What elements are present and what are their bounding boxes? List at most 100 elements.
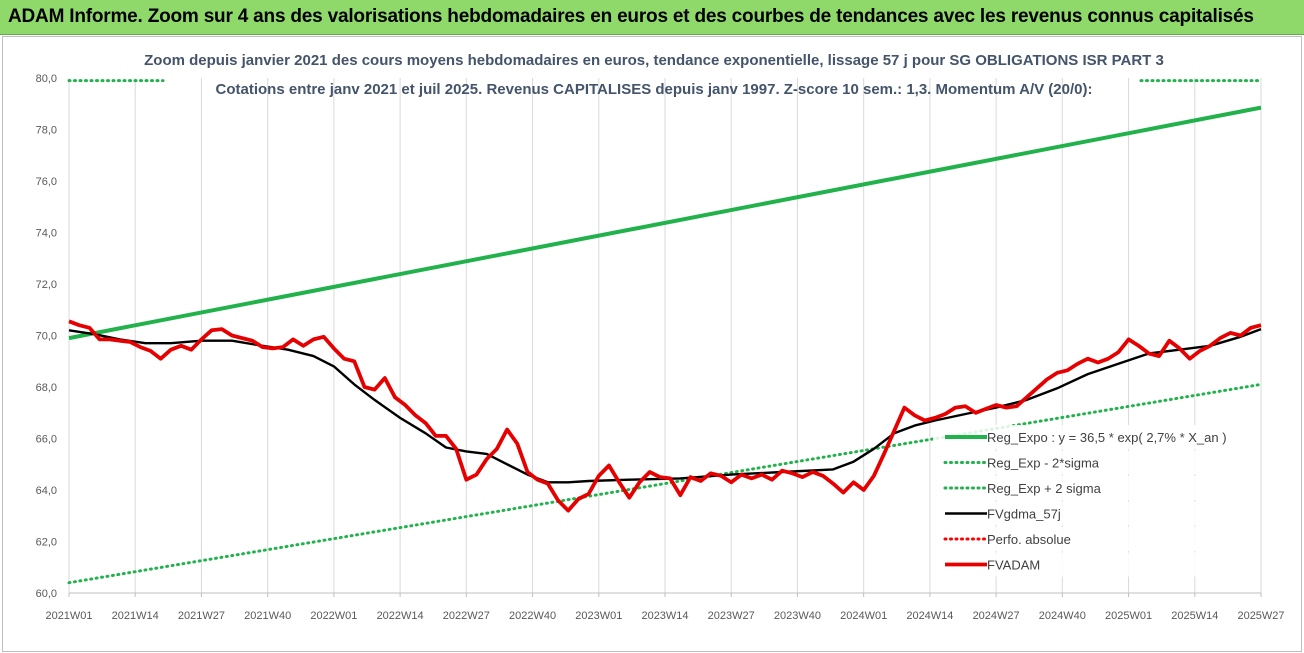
data-point bbox=[68, 321, 69, 322]
data-point bbox=[985, 408, 986, 409]
data-point bbox=[934, 417, 935, 418]
data-point bbox=[934, 420, 935, 421]
y-tick-label: 66,0 bbox=[36, 434, 57, 446]
data-point bbox=[181, 345, 182, 346]
data-point bbox=[680, 478, 681, 479]
data-point bbox=[191, 349, 192, 350]
data-point bbox=[761, 474, 762, 475]
data-point bbox=[486, 459, 487, 460]
data-point bbox=[527, 471, 528, 472]
data-point bbox=[639, 482, 640, 483]
x-tick-label: 2023W27 bbox=[708, 610, 755, 622]
data-point bbox=[883, 453, 884, 454]
data-point bbox=[231, 335, 232, 336]
data-point bbox=[89, 327, 90, 328]
x-tick-label: 2023W14 bbox=[641, 610, 688, 622]
data-point bbox=[690, 477, 691, 478]
data-point bbox=[374, 399, 375, 400]
line-chart: 2021W01 2021W14 2021W27 2021W40 2022W01 2022W… bbox=[36, 52, 1285, 622]
data-point bbox=[782, 470, 783, 471]
legend-label: Reg_Exp + 2 sigma bbox=[987, 481, 1102, 496]
data-point bbox=[619, 482, 620, 483]
chart-title: Zoom depuis janvier 2021 des cours moyen… bbox=[144, 52, 1164, 69]
x-tick-label: 2021W40 bbox=[244, 610, 291, 622]
legend-bg bbox=[933, 476, 1253, 500]
chart-axes: 2021W01 2021W14 2021W27 2021W40 2022W01 2022W… bbox=[36, 73, 1285, 622]
data-point bbox=[79, 325, 80, 326]
data-point bbox=[201, 339, 202, 340]
data-point bbox=[1230, 332, 1231, 333]
data-point bbox=[894, 430, 895, 431]
data-point bbox=[1108, 358, 1109, 359]
data-point bbox=[262, 347, 263, 348]
y-tick-label: 80,0 bbox=[36, 73, 57, 85]
x-tick-label: 2024W40 bbox=[1039, 610, 1086, 622]
legend-bg bbox=[933, 450, 1253, 475]
data-point bbox=[1077, 363, 1078, 364]
data-point bbox=[425, 423, 426, 424]
data-point bbox=[242, 338, 243, 339]
x-tick-label: 2025W27 bbox=[1237, 610, 1284, 622]
x-tick-label: 2024W14 bbox=[906, 610, 953, 622]
data-point bbox=[568, 510, 569, 511]
data-point bbox=[1087, 374, 1088, 375]
data-point bbox=[588, 493, 589, 494]
data-point bbox=[1118, 352, 1119, 353]
data-point bbox=[547, 483, 548, 484]
data-point bbox=[507, 429, 508, 430]
data-point bbox=[833, 469, 834, 470]
data-point bbox=[68, 582, 69, 583]
data-point bbox=[282, 347, 283, 348]
data-point bbox=[1006, 407, 1007, 408]
legend-label: Perfo. absolue bbox=[987, 532, 1071, 547]
data-point bbox=[221, 329, 222, 330]
data-point bbox=[287, 349, 288, 350]
data-point bbox=[374, 389, 375, 390]
report-banner-title: ADAM Informe. Zoom sur 4 ans des valoris… bbox=[8, 6, 1254, 27]
data-point bbox=[99, 339, 100, 340]
data-point bbox=[293, 339, 294, 340]
data-point bbox=[598, 475, 599, 476]
y-tick-label: 62,0 bbox=[36, 537, 57, 549]
data-point bbox=[333, 366, 334, 367]
report-banner: ADAM Informe. Zoom sur 4 ans des valoris… bbox=[0, 0, 1304, 35]
data-point bbox=[1240, 335, 1241, 336]
data-point bbox=[853, 482, 854, 483]
x-tick-label: 2025W14 bbox=[1171, 610, 1218, 622]
data-point bbox=[517, 443, 518, 444]
data-point bbox=[405, 404, 406, 405]
x-tick-label: 2024W27 bbox=[973, 610, 1020, 622]
y-tick-label: 64,0 bbox=[36, 485, 57, 497]
data-point bbox=[975, 412, 976, 413]
y-tick-label: 60,0 bbox=[36, 588, 57, 600]
data-point bbox=[629, 497, 630, 498]
y-tick-label: 74,0 bbox=[36, 228, 57, 240]
y-tick-label: 76,0 bbox=[36, 176, 57, 188]
data-point bbox=[170, 343, 171, 344]
y-tick-label: 70,0 bbox=[36, 331, 57, 343]
y-tick-label: 72,0 bbox=[36, 279, 57, 291]
x-tick-label: 2021W01 bbox=[45, 610, 92, 622]
data-point bbox=[333, 348, 334, 349]
data-point bbox=[1057, 372, 1058, 373]
data-point bbox=[313, 356, 314, 357]
data-point bbox=[1260, 325, 1261, 326]
data-point bbox=[700, 480, 701, 481]
data-point bbox=[904, 407, 905, 408]
data-point bbox=[1067, 370, 1068, 371]
data-point bbox=[68, 338, 69, 339]
data-point bbox=[1179, 348, 1180, 349]
data-point bbox=[160, 358, 161, 359]
data-point bbox=[344, 358, 345, 359]
legend-label: FVADAM bbox=[987, 558, 1040, 573]
data-point bbox=[1097, 362, 1098, 363]
data-point bbox=[1148, 353, 1149, 354]
x-tick-label: 2022W27 bbox=[443, 610, 490, 622]
data-point bbox=[384, 377, 385, 378]
data-point bbox=[751, 478, 752, 479]
data-point bbox=[578, 498, 579, 499]
data-point bbox=[1036, 388, 1037, 389]
x-tick-label: 2022W40 bbox=[509, 610, 556, 622]
data-point bbox=[1118, 363, 1119, 364]
data-point bbox=[568, 482, 569, 483]
